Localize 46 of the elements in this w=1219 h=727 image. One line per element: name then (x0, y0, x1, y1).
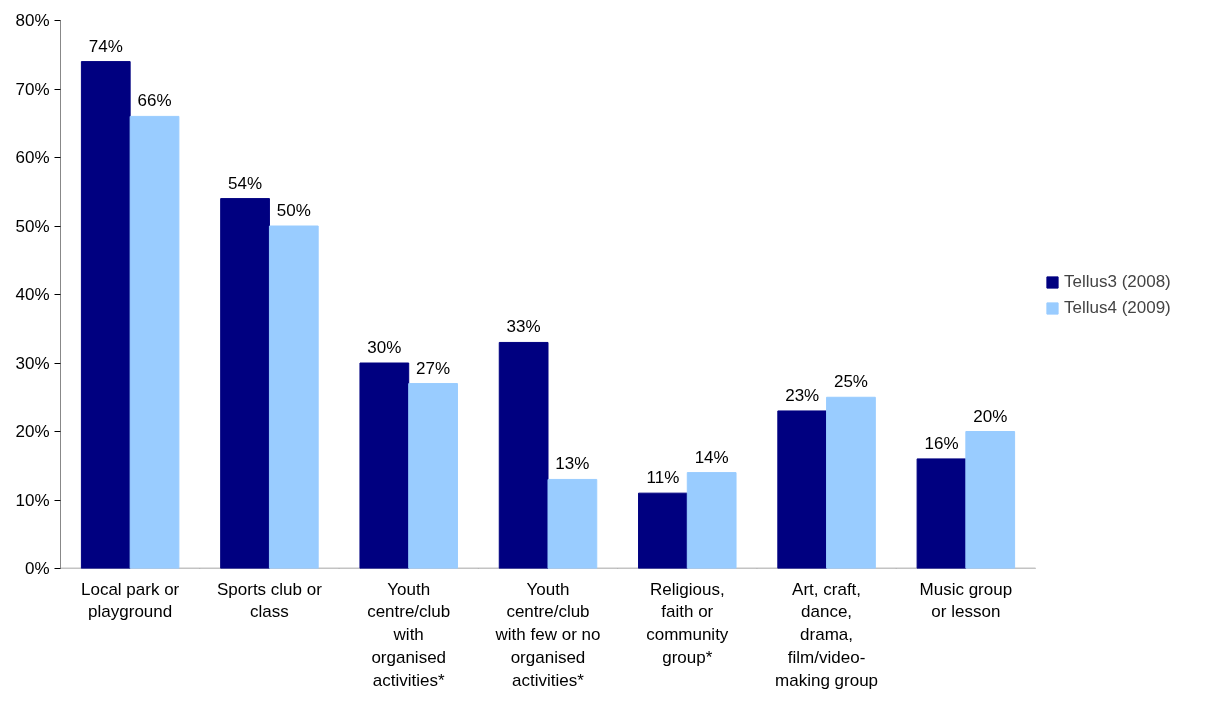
data-label: 23% (785, 385, 820, 405)
bar (916, 458, 967, 569)
bar (638, 492, 688, 569)
bar (220, 198, 270, 569)
data-label: 11% (646, 468, 680, 488)
data-label: 66% (137, 91, 172, 111)
bar (965, 431, 1016, 569)
x-tick-label: Youth centre/club with organised activities* (367, 579, 451, 690)
data-label: 14% (694, 447, 729, 467)
y-tick-label: 70% (15, 79, 50, 99)
x-tick-label: Local park or playground (81, 579, 180, 622)
x-tick-label: Art, craft, dance, drama, film/video- making group (775, 579, 879, 690)
x-tick-label: Sports club or class (216, 579, 323, 622)
bar (498, 341, 549, 569)
data-label: 20% (973, 406, 1008, 426)
y-tick-label: 20% (15, 422, 50, 441)
bar (777, 410, 828, 569)
y-tick-label: 80% (15, 11, 50, 30)
x-tick-label: Music group or lesson (919, 579, 1013, 622)
y-tick-label: 60% (15, 148, 50, 167)
bar (826, 396, 876, 569)
bar (547, 478, 598, 569)
data-label: 30% (367, 338, 402, 357)
y-tick-label: 40% (15, 285, 50, 304)
data-label: 50% (276, 201, 311, 220)
x-tick-label: Religious, faith or community group* (646, 579, 729, 667)
bar (359, 362, 410, 569)
legend-label: Tellus3 (2008) (1064, 272, 1171, 292)
bar (408, 383, 458, 569)
data-label: 74% (88, 36, 123, 56)
bar (268, 225, 319, 569)
bar (80, 61, 131, 569)
y-tick-label: 0% (24, 559, 50, 578)
y-tick-label: 10% (15, 490, 50, 510)
y-tick-label: 30% (15, 353, 50, 373)
data-label: 27% (416, 358, 451, 378)
y-tick-label: 50% (15, 216, 50, 236)
data-label: 16% (924, 433, 959, 453)
bar (129, 115, 180, 569)
x-tick-label: Youth centre/club with few or no organised activities* (494, 579, 601, 690)
legend-label: Tellus4 (2009) (1064, 298, 1171, 318)
data-label: 13% (555, 454, 590, 474)
bar (686, 472, 737, 569)
data-label: 54% (228, 173, 263, 193)
data-label: 33% (506, 317, 541, 337)
data-label: 25% (833, 372, 868, 392)
